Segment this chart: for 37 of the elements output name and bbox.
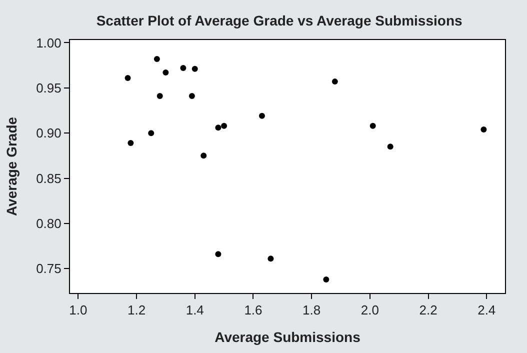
point (200, 152, 207, 159)
point (162, 70, 169, 76)
y-tick-label: 1.00 (36, 35, 62, 50)
x-tick-label: 1.2 (127, 302, 146, 318)
x-tick-label: 1.4 (186, 302, 204, 318)
y-axis-title: Average Grade (4, 116, 20, 216)
x-tick-label: 2.4 (478, 302, 496, 318)
point (323, 276, 330, 282)
point (215, 251, 222, 258)
point (370, 122, 376, 129)
point (332, 78, 338, 85)
point (480, 126, 487, 132)
point (156, 93, 163, 100)
point (180, 65, 186, 72)
point (387, 144, 394, 150)
y-tick-label: 0.90 (36, 126, 62, 141)
point (154, 56, 160, 62)
x-tick-label: 1.6 (244, 302, 262, 318)
point (221, 122, 228, 129)
x-tick-label: 1.8 (302, 302, 321, 318)
point (148, 130, 154, 136)
point (128, 140, 134, 146)
point (258, 112, 265, 119)
point (188, 93, 195, 100)
y-tick-label: 0.80 (36, 216, 62, 231)
point (268, 256, 274, 262)
point (192, 66, 198, 72)
point (215, 124, 222, 131)
chart-title: Scatter Plot of Average Grade vs Average Submissions (96, 12, 462, 29)
y-tick-label: 0.75 (36, 261, 62, 276)
x-axis-title: Average Submissions (214, 328, 361, 345)
y-tick-label: 0.85 (36, 170, 62, 186)
y-tick-label: 0.95 (36, 80, 62, 96)
x-tick-label: 2.2 (419, 302, 438, 318)
point (124, 74, 131, 81)
x-tick-label: 2.0 (360, 302, 379, 318)
x-tick-label: 1.0 (69, 302, 88, 318)
